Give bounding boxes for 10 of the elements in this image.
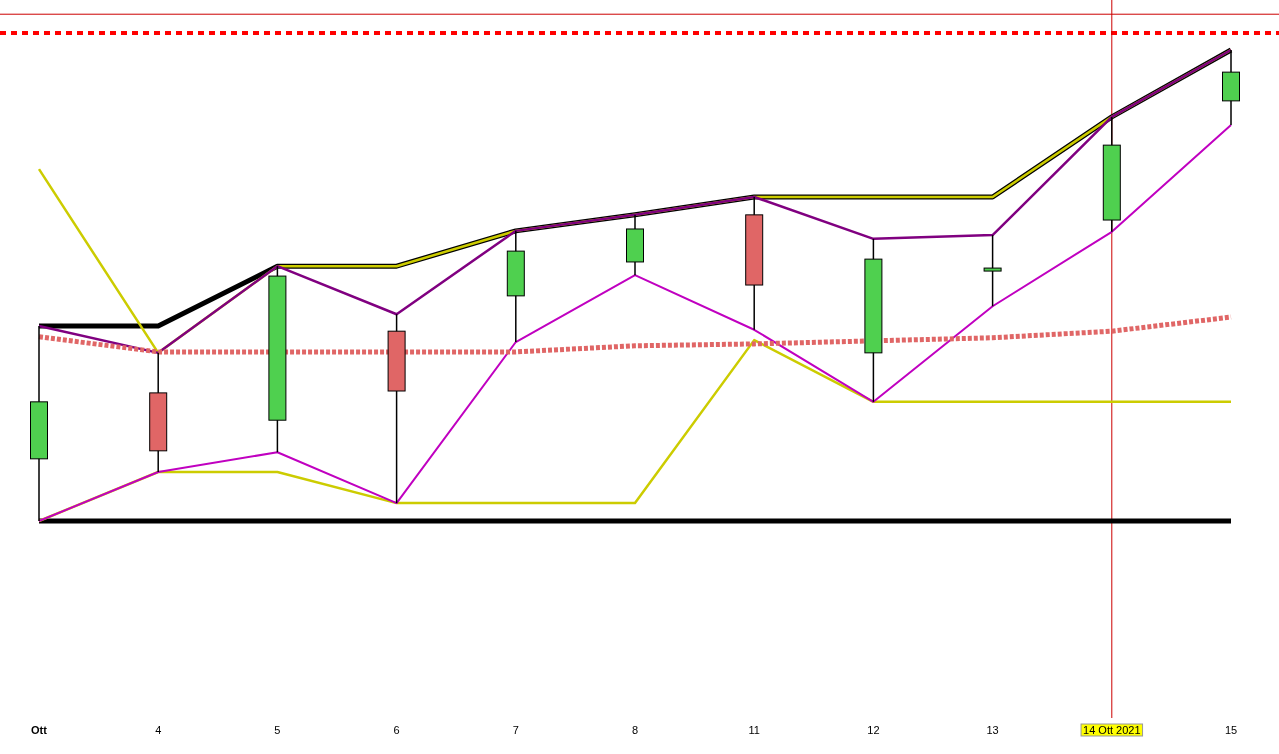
x-tick-label: Ott — [31, 724, 48, 736]
x-tick-label: 12 — [867, 724, 880, 736]
x-tick-label: 4 — [155, 724, 162, 736]
x-tick-label: 15 — [1224, 724, 1238, 736]
x-tick-label: 5 — [274, 724, 281, 736]
x-tick-label: 8 — [631, 724, 639, 736]
x-tick-label: 6 — [393, 724, 400, 736]
x-tick-label: 11 — [748, 724, 760, 736]
x-tick-label: 7 — [512, 724, 519, 736]
x-tick-label: 13 — [986, 724, 999, 736]
